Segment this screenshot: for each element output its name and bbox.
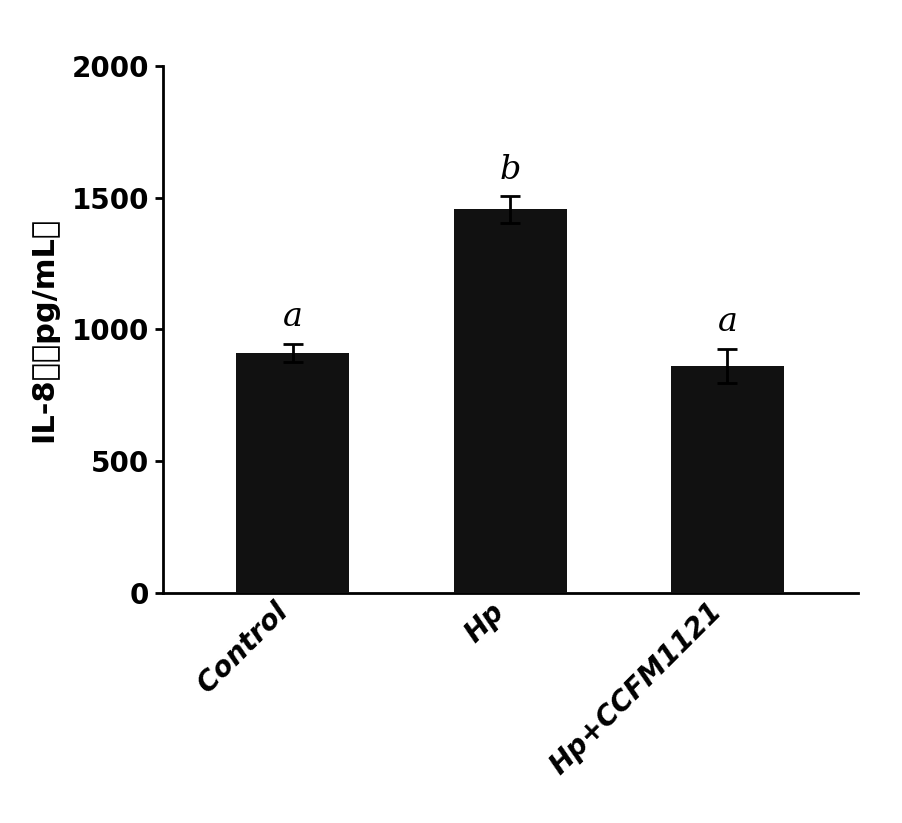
Text: a: a	[282, 301, 302, 333]
Bar	[670, 366, 783, 593]
Bar	[453, 209, 566, 593]
Bar	[236, 353, 349, 593]
Text: b: b	[499, 154, 520, 186]
Y-axis label: IL-8量（pg/mL）: IL-8量（pg/mL）	[29, 216, 58, 442]
Text: a: a	[717, 306, 737, 338]
